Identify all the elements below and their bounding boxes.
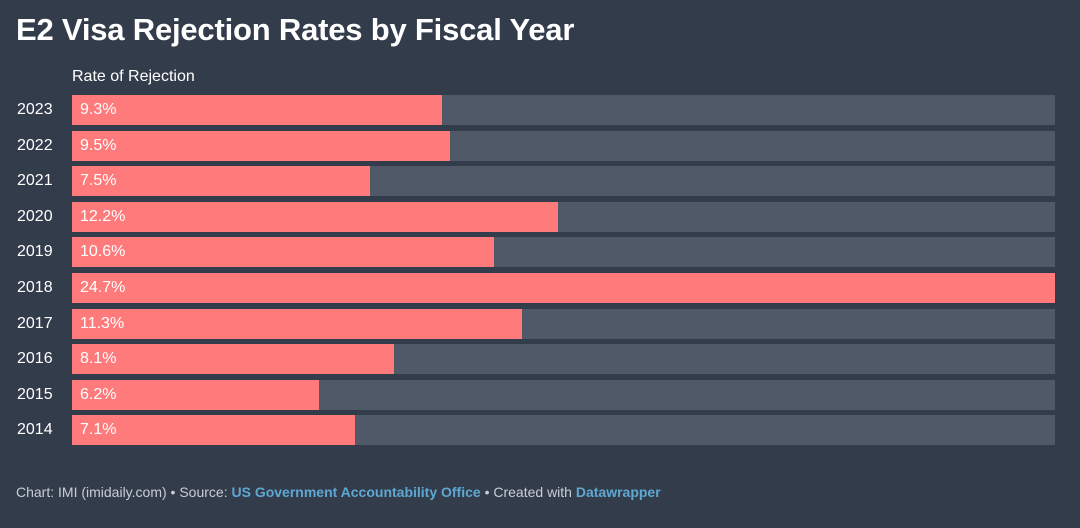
bar (72, 166, 371, 196)
bar-track: 24.7% (72, 273, 1055, 303)
category-label: 2023 (17, 101, 53, 118)
bar-track: 8.1% (72, 344, 1055, 374)
category-label: 2018 (17, 279, 53, 296)
bar-track: 7.5% (72, 166, 1055, 196)
chart-footer: Chart: IMI (imidaily.com) • Source: US G… (16, 484, 661, 500)
data-label: 6.2% (80, 386, 117, 403)
chart-title: E2 Visa Rejection Rates by Fiscal Year (16, 12, 575, 47)
data-label: 11.3% (80, 315, 125, 332)
bar (72, 309, 522, 339)
bar-track: 6.2% (72, 380, 1055, 410)
bar (72, 273, 1055, 303)
bar (72, 95, 443, 125)
category-label: 2015 (17, 386, 53, 403)
bar (72, 131, 451, 161)
bar-track: 10.6% (72, 237, 1055, 267)
data-label: 10.6% (80, 243, 126, 260)
footer-separator: • (166, 484, 180, 500)
data-label: 12.2% (80, 208, 126, 225)
bar-track: 12.2% (72, 202, 1055, 232)
data-label: 9.3% (80, 101, 117, 118)
bar (72, 344, 395, 374)
bar-row-2014: 2014 7.1% (0, 415, 1080, 445)
chart-credit: Chart: IMI (imidaily.com) (16, 484, 167, 500)
bar-row-2021: 2021 7.5% (0, 166, 1080, 196)
column-header: Rate of Rejection (72, 68, 195, 85)
bar-track: 9.3% (72, 95, 1055, 125)
datawrapper-link[interactable]: Datawrapper (575, 484, 661, 500)
data-label: 7.5% (80, 172, 117, 189)
category-label: 2022 (17, 137, 53, 154)
category-label: 2020 (17, 208, 53, 225)
data-label: 7.1% (80, 421, 117, 438)
category-label: 2019 (17, 243, 53, 260)
bar (72, 415, 355, 445)
source-link[interactable]: US Government Accountability Office (231, 484, 481, 500)
bar-track: 9.5% (72, 131, 1055, 161)
bar (72, 380, 319, 410)
bar-track: 7.1% (72, 415, 1055, 445)
bar-track: 11.3% (72, 309, 1055, 339)
category-label: 2014 (17, 421, 53, 438)
category-label: 2021 (17, 172, 53, 189)
footer-separator: • (480, 484, 494, 500)
bar-row-2016: 2016 8.1% (0, 344, 1080, 374)
bar-row-2022: 2022 9.5% (0, 131, 1080, 161)
data-label: 9.5% (80, 137, 117, 154)
bar-row-2020: 2020 12.2% (0, 202, 1080, 232)
source-prefix: Source: (179, 484, 232, 500)
bar-row-2019: 2019 10.6% (0, 237, 1080, 267)
bar (72, 237, 494, 267)
bar-row-2018: 2018 24.7% (0, 273, 1080, 303)
bar-row-2023: 2023 9.3% (0, 95, 1080, 125)
bar (72, 202, 558, 232)
data-label: 24.7% (80, 279, 126, 296)
data-label: 8.1% (80, 350, 117, 367)
category-label: 2017 (17, 315, 53, 332)
category-label: 2016 (17, 350, 53, 367)
created-prefix: Created with (493, 484, 576, 500)
bar-row-2017: 2017 11.3% (0, 309, 1080, 339)
bar-row-2015: 2015 6.2% (0, 380, 1080, 410)
